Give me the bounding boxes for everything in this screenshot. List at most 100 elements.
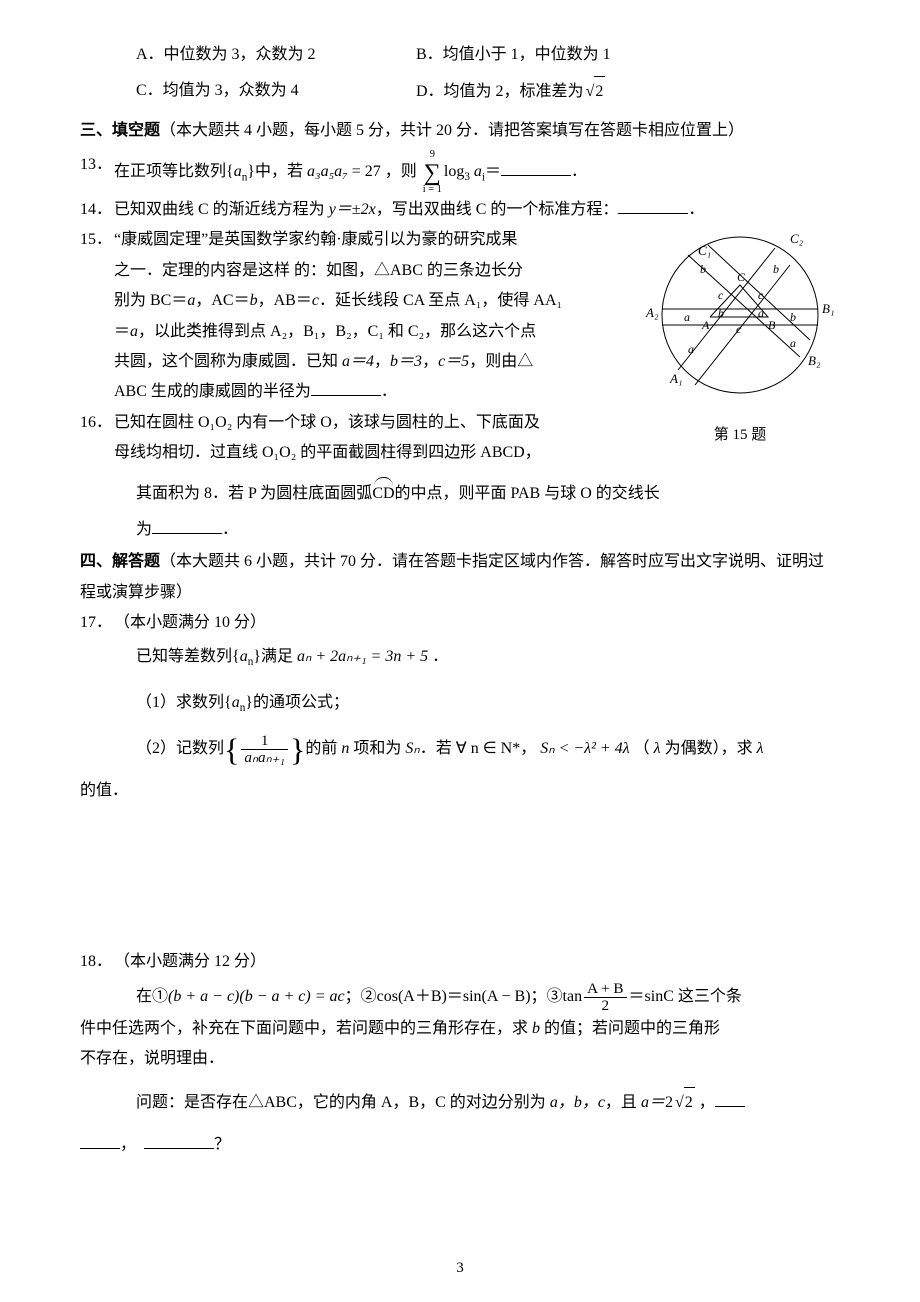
q18-frac-bot: 2 [584,998,626,1014]
q18-eq-a: a＝ [641,1094,665,1111]
lbl-a-ll: a [688,342,694,356]
q17-eq1: aₙ + 2aₙ₊₁ = 3n + 5 [297,648,428,665]
arc-icon: CD [372,479,394,509]
q18-frac: A + B2 [584,981,626,1014]
section4-heading: 四、解答题（本大题共 6 小题，共计 70 分．请在答题卡指定区域内作答．解答时… [80,547,840,608]
q15-var-c: c [312,292,319,309]
lbl-a-lr: a [790,336,796,350]
q15-l3c: ，AB＝ [258,292,312,309]
q15-blank [311,380,381,396]
q13-blank [501,160,571,176]
lbl-c1: C₁ [698,243,711,258]
q15-var-a2: a [130,323,138,340]
q18-l1c: ＝sinC 这三个条 [629,988,742,1005]
q17-lambda: λ [654,741,661,758]
q18-l5: ， ？ [80,1130,840,1160]
q16-body: 已知在圆柱 O₁O₂ 内有一个球 O，该球与圆柱的上、下底面及 母线均相切．过直… [114,408,630,469]
q14: 14． 已知双曲线 C 的渐近线方程为 y＝±2x，写出双曲线 C 的一个标准方… [80,195,840,225]
q17-frac: 1aₙaₙ₊₁ [241,733,288,766]
q13-log-base: 3 [464,171,470,183]
q12-opt-a: A．中位数为 3，众数为 2 [136,40,416,70]
q16-l3a: 其面积为 8．若 P 为圆柱底面圆弧 [136,485,372,502]
q12-opt-d-prefix: D．均值为 2，标准差为 [416,83,584,100]
q17-lambda2: λ [757,741,764,758]
q13-set-a: a [234,163,242,180]
lbl-a-left: a [684,310,690,324]
q18-l2: 件中任选两个，补充在下面问题中，若问题中的三角形存在，求 b 的值；若问题中的三… [80,1014,840,1044]
q14-blank [618,198,688,214]
q15-l2: 之一．定理的内容是这样 的：如图，△ABC 的三条边长分 [114,262,523,279]
q17-p2f: （ [630,741,654,758]
q16: 16． 已知在圆柱 O₁O₂ 内有一个球 O，该球与圆柱的上、下底面及 母线均相… [80,408,630,469]
q15-body: “康威圆定理”是英国数学家约翰·康威引以为豪的研究成果 之一．定理的内容是这样 … [114,225,630,407]
q13-log: log3 [444,163,470,180]
q15-l6a: ABC 生成的康威圆的半径为 [114,383,311,400]
q13-eq-rhs: = 27 [348,163,381,180]
q12-options-row1: A．中位数为 3，众数为 2 B．均值小于 1，中位数为 1 [80,40,840,70]
q15-eq-c: c＝5 [438,353,469,370]
q14-body: 已知双曲线 C 的渐近线方程为 y＝±2x，写出双曲线 C 的一个标准方程：． [114,195,840,225]
q18-l2a: 件中任选两个，补充在下面问题中，若问题中的三角形存在，求 [80,1020,528,1037]
q16-blank [152,518,222,534]
q15-l3b: ，AC＝ [195,292,249,309]
q18-l4b: ，且 [605,1094,641,1111]
q18-l5b: ？ [214,1136,230,1153]
q15-l5c: ， [422,353,438,370]
q14-eq: y＝±2x [329,201,376,218]
q17-num: 17． [80,608,114,638]
lbl-c-ul: c [718,288,724,302]
q17-p2a: （2）记数列 [136,741,224,758]
q12-opt-d: D．均值为 2，标准差为√2 [416,76,605,107]
q15-l5d: ，则由△ [469,353,533,370]
q18-l4: 问题：是否存在△ABC，它的内角 A，B，C 的对边分别为 a，b，c，且 a＝… [80,1087,840,1118]
sqrt-icon: √2 [584,76,606,107]
q18-l1a: 在① [136,988,168,1005]
lbl-c-ur: c [758,288,764,302]
q13-t2: 中，若 [255,163,307,180]
q12-opt-b: B．均值小于 1，中位数为 1 [416,40,611,70]
lbl-b2: B₂ [808,353,821,368]
lbl-a-mid: a [758,306,764,320]
q18-abc: a，b，c [550,1094,605,1111]
lbl-b1: B₁ [822,301,834,316]
q14-t1: 已知双曲线 C 的渐近线方程为 [114,201,329,218]
q18-blank-inline [715,1091,745,1107]
q17-l1c: ． [428,648,448,665]
q15-figure-caption: 第 15 题 [640,421,840,450]
q17-tail: 的值． [80,776,840,806]
q14-num: 14． [80,195,114,225]
q18-l3: 不存在，说明理由． [80,1044,840,1074]
q17-title: （本小题满分 10 分） [114,608,840,638]
q18-title: （本小题满分 12 分） [114,947,840,977]
q18-l4a: 问题：是否存在△ABC，它的内角 A，B，C 的对边分别为 [136,1094,550,1111]
lbl-a2: A₂ [645,305,659,320]
q18-l5a: ， [120,1136,136,1153]
q17-p1-set: a [232,694,240,711]
q15-l4a: ＝ [114,323,130,340]
q18-l2b: 的值；若问题中的三角形 [544,1020,720,1037]
q14-t2: ，写出双曲线 C 的一个标准方程： [376,201,619,218]
q17-p1a: （1）求数列 [136,694,224,711]
q18-cond1: (b + a − c)(b − a + c) = ac [168,988,345,1005]
q17-p2b: 的前 [305,741,341,758]
q18-l4c: ， [695,1094,715,1111]
q16-arc-cd: CD [372,485,394,502]
lbl-c2: C₂ [790,231,804,246]
q17-p2e: ， [520,741,540,758]
q13-body: 在正项等比数列{an}中，若 a₃a₅a₇ = 27 ，则 9∑i = 1log… [114,150,840,195]
q15-l6b: ． [381,383,397,400]
q18-sqrt2: 2 [684,1087,695,1118]
q16-l3b: 的中点，则平面 PAB 与球 O 的交线长 [395,485,660,502]
q16-l4a: 为 [136,521,152,538]
q13-period: ． [571,163,587,180]
q15-wrap: C₂ C₁ B₁ B₂ A₁ A₂ A B C a b c c c b b a … [80,225,840,468]
q15: 15． “康威圆定理”是英国数学家约翰·康威引以为豪的研究成果 之一．定理的内容… [80,225,630,407]
q15-eq-a: a＝4 [342,353,374,370]
q17-frac-den: aₙaₙ₊₁ [241,750,288,766]
sigma-icon: 9∑i = 1 [423,150,442,195]
q17-p2d: ．若 [420,741,456,758]
q15-eq-b: b＝3 [390,353,422,370]
lbl-b-mid: b [718,306,724,320]
section3-desc: （本大题共 4 小题，每小题 5 分，共计 20 分．请把答案填写在答题卡相应位… [160,122,744,139]
section3-title: 三、填空题 [80,122,160,139]
